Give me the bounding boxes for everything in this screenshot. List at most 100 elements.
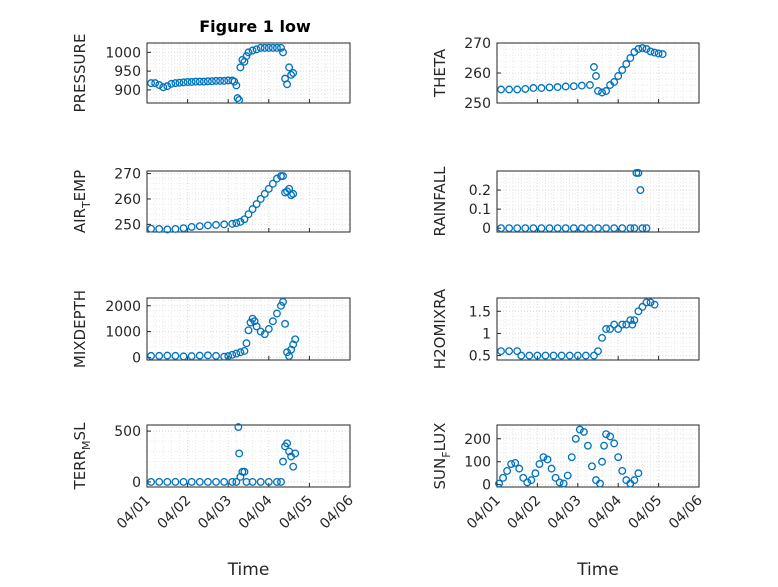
data-point [230, 77, 239, 86]
data-point [585, 81, 594, 89]
data-point [256, 477, 265, 486]
data-point [634, 168, 643, 177]
chart-rainfall: 0 0.1 0.2 RAINFALL [431, 166, 700, 237]
data-point [602, 224, 611, 233]
data-point [187, 222, 196, 231]
data-point [626, 224, 635, 233]
data-point [252, 322, 261, 331]
data-point [525, 351, 534, 360]
data-point [203, 477, 212, 486]
data-point [277, 301, 285, 310]
data-point [264, 43, 273, 52]
axes-frame [496, 297, 700, 361]
data-point [543, 455, 552, 464]
data-point [147, 351, 156, 360]
data-point [594, 347, 602, 356]
y-axis-label: PRESSURE [71, 34, 89, 113]
data-point [195, 477, 204, 486]
data-point [573, 351, 582, 360]
data-point [195, 77, 204, 86]
data-point [606, 325, 615, 333]
data-point [610, 439, 619, 448]
data-point [515, 464, 524, 473]
data-point [646, 298, 655, 307]
y-tick-label: 0.5 [469, 349, 491, 365]
x-tick-label: 04/03 [545, 493, 585, 533]
y-tick-label: 500 [114, 424, 141, 440]
data-point [252, 45, 261, 54]
data-point [248, 477, 257, 486]
y-axis-label: THETA [431, 48, 449, 98]
data-point [610, 320, 619, 329]
data-point [272, 477, 281, 486]
y-tick-label: 260 [114, 192, 141, 208]
data-point [567, 453, 576, 462]
data-point [521, 224, 530, 233]
data-point [208, 77, 216, 86]
data-point [155, 224, 164, 233]
data-point [272, 43, 281, 52]
x-tick-label: 04/01 [464, 493, 504, 533]
data-point [235, 96, 244, 104]
y-axis-label: AIRTEMP [71, 170, 93, 233]
data-point [499, 473, 508, 482]
data-point [606, 432, 615, 441]
data-point [212, 351, 220, 360]
data-point [252, 200, 261, 208]
x-tick-label: 04/06 [666, 492, 706, 532]
data-point [579, 427, 588, 436]
data-point [626, 54, 635, 62]
y-tick-label: 250 [114, 217, 141, 233]
data-point [614, 72, 623, 80]
data-point [527, 476, 536, 485]
data-point [561, 224, 570, 233]
data-point [279, 172, 287, 181]
data-point [268, 317, 277, 326]
data-point [179, 477, 188, 486]
y-tick-label: 950 [114, 64, 141, 80]
data-point [260, 330, 269, 339]
data-point [537, 84, 546, 92]
data-point [634, 307, 643, 316]
data-point [600, 441, 609, 450]
data-point [549, 351, 558, 360]
data-point [555, 478, 564, 487]
y-tick-label: 1000 [105, 325, 141, 341]
data-point [220, 220, 229, 229]
data-point [242, 52, 251, 61]
y-tick-label: 2000 [105, 299, 141, 315]
data-point [638, 302, 647, 311]
data-point [285, 63, 294, 72]
data-point [171, 79, 180, 88]
data-point [233, 94, 242, 103]
x-tick-label: 04/02 [504, 493, 544, 533]
data-point [216, 76, 225, 85]
chart-theta: 250 260 270 THETA [431, 36, 700, 112]
data-point [630, 224, 639, 233]
data-point [220, 352, 229, 361]
y-tick-label: 260 [464, 66, 491, 82]
data-point [630, 316, 639, 325]
data-point [618, 66, 627, 74]
data-point [519, 473, 528, 482]
x-tick-label: 04/05 [626, 493, 666, 533]
x-axis-label: Time [576, 560, 619, 580]
data-point [212, 220, 220, 229]
data-point [577, 224, 586, 233]
chart-h2omixra: 0.5 1 1.5 H2OMIXRA [431, 288, 700, 369]
data-point [151, 79, 160, 88]
data-point [571, 434, 580, 443]
data-point [569, 224, 578, 233]
y-axis-label: TERRMSL [71, 422, 93, 491]
data-point [505, 85, 514, 94]
data-point [242, 339, 251, 348]
y-axis-label: H2OMIXRA [431, 288, 449, 369]
data-point [583, 441, 592, 450]
data-point [585, 224, 594, 233]
data-point [195, 351, 204, 360]
x-tick-label: 04/05 [276, 493, 316, 533]
data-point [234, 423, 243, 431]
data-point [598, 457, 606, 466]
data-point [545, 83, 554, 92]
